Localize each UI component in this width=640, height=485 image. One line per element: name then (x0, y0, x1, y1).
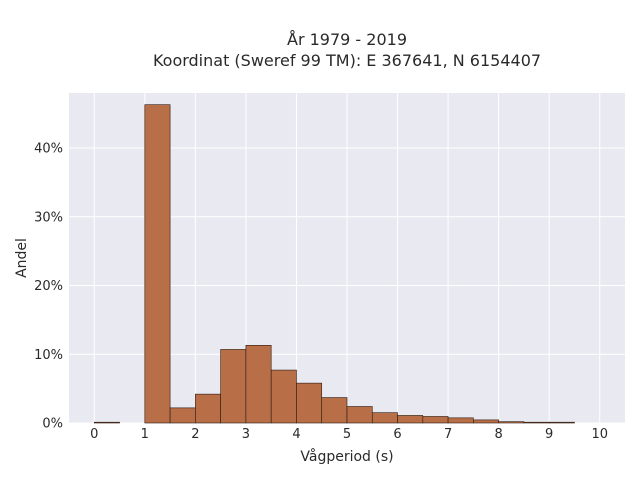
y-tick-label: 30% (34, 210, 63, 225)
x-tick-label: 4 (292, 427, 300, 442)
histogram-bar (447, 417, 474, 424)
histogram-bar (270, 369, 297, 424)
histogram-bar (397, 415, 424, 424)
y-ticks: 0% 10% 20% 30% 40% (34, 142, 63, 432)
x-tick-label: 8 (494, 427, 502, 442)
histogram-bar (321, 397, 348, 424)
histogram-bar (93, 421, 120, 424)
histogram-bar (296, 382, 323, 424)
histogram-bar (498, 421, 525, 424)
histogram-bar (245, 345, 272, 424)
x-tick-label: 10 (591, 427, 608, 442)
y-axis-label: Andel (14, 238, 30, 278)
histogram-bar (422, 416, 449, 424)
x-tick-label: 7 (444, 427, 452, 442)
histogram-bar (371, 412, 398, 424)
bars (93, 104, 575, 424)
y-tick-label: 20% (34, 279, 63, 294)
y-tick-label: 0% (42, 417, 63, 432)
histogram-bar (523, 421, 550, 424)
y-tick-label: 40% (34, 142, 63, 157)
chart-title-line-2: Koordinat (Sweref 99 TM): E 367641, N 61… (153, 51, 541, 70)
histogram-bar (220, 349, 247, 424)
x-tick-label: 9 (545, 427, 553, 442)
histogram-bar (473, 419, 499, 424)
histogram-bar (548, 421, 575, 424)
x-tick-label: 0 (90, 427, 98, 442)
x-tick-label: 2 (191, 427, 199, 442)
histogram-bar (169, 407, 196, 424)
histogram-bar (144, 104, 171, 424)
x-axis-label: Vågperiod (s) (300, 448, 393, 465)
x-tick-label: 3 (242, 427, 250, 442)
x-tick-label: 5 (343, 427, 351, 442)
x-tick-label: 1 (141, 427, 149, 442)
histogram-bar (195, 393, 221, 424)
histogram-bar (346, 406, 373, 424)
y-tick-label: 10% (34, 348, 63, 363)
chart-title-line-1: År 1979 - 2019 (287, 30, 407, 49)
x-tick-label: 6 (393, 427, 401, 442)
x-ticks: 0 1 2 3 4 5 6 7 8 9 10 (90, 427, 608, 442)
